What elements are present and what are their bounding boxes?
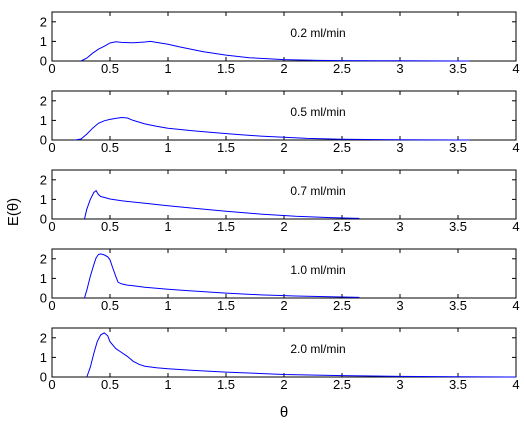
panel-5-x-tick-label: 0.5 [101,377,119,392]
panel-1-flow-rate-label: 0.2 ml/min [290,26,345,40]
panel-1-y-tick-label: 0 [40,54,47,69]
panel-1-x-tick-label: 3.5 [449,61,467,76]
panel-3-x-tick-label: 2 [280,219,287,234]
panel-3-x-tick-label: 3 [396,219,403,234]
panel-4-x-tick-label: 0 [48,298,55,313]
panel-3-x-tick-label: 2.5 [333,219,351,234]
panel-4-y-tick-label: 0 [40,291,47,306]
y-axis-label: E(θ) [5,198,22,226]
panel-2-x-tick-label: 1 [164,140,171,155]
panel-5-y-tick-label: 2 [40,330,47,345]
panel-3-x-tick-label: 3.5 [449,219,467,234]
panel-5-flow-rate-label: 2.0 ml/min [290,342,345,356]
panel-5-x-tick-label: 2 [280,377,287,392]
panel-1-x-tick-label: 1.5 [217,61,235,76]
panel-5-x-tick-label: 4 [512,377,519,392]
panel-5-y-tick-label: 1 [40,350,47,365]
panel-3-x-tick-label: 0 [48,219,55,234]
panel-1-x-tick-label: 2.5 [333,61,351,76]
panel-1-y-tick-label: 1 [40,34,47,49]
panel-1-x-tick-label: 4 [512,61,519,76]
panel-4-y-tick-label: 1 [40,271,47,286]
x-axis-label: θ [280,404,288,421]
panel-4-x-tick-label: 0.5 [101,298,119,313]
panel-5-series-line [86,332,517,378]
panel-2-y-tick-label: 1 [40,113,47,128]
panel-3-x-tick-label: 4 [512,219,519,234]
panel-2-x-tick-label: 3 [396,140,403,155]
panel-2-x-tick-label: 2.5 [333,140,351,155]
panel-4-series-line [84,253,360,299]
panel-3-y-tick-label: 2 [40,172,47,187]
panel-2-x-tick-label: 0.5 [101,140,119,155]
panel-1-x-tick-label: 0.5 [101,61,119,76]
panel-3-flow-rate-label: 0.7 ml/min [290,184,345,198]
panel-5-x-tick-label: 1.5 [217,377,235,392]
panel-4-y-tick-label: 2 [40,251,47,266]
panel-4-x-tick-label: 3.5 [449,298,467,313]
panel-1-x-tick-label: 1 [164,61,171,76]
panel-3-x-tick-label: 1 [164,219,171,234]
panel-3-series-line [84,189,360,220]
panel-2-y-tick-label: 0 [40,133,47,148]
panel-5-x-tick-label: 0 [48,377,55,392]
panel-1-series-line [80,40,470,62]
panel-5-x-tick-label: 1 [164,377,171,392]
panel-4-axes-box [51,248,517,299]
panel-4-x-tick-label: 2.5 [333,298,351,313]
panel-2-x-tick-label: 2 [280,140,287,155]
panel-4-x-tick-label: 3 [396,298,403,313]
panel-5-y-tick-label: 0 [40,370,47,385]
panel-2-x-tick-label: 0 [48,140,55,155]
panel-1-x-tick-label: 0 [48,61,55,76]
panel-2-y-tick-label: 2 [40,93,47,108]
panel-3-y-tick-label: 0 [40,212,47,227]
panel-4-x-tick-label: 1 [164,298,171,313]
panel-3-x-tick-label: 1.5 [217,219,235,234]
panel-5-x-tick-label: 3.5 [449,377,467,392]
panel-5-x-tick-label: 2.5 [333,377,351,392]
panel-1-x-tick-label: 3 [396,61,403,76]
panel-4-x-tick-label: 4 [512,298,519,313]
panel-3-y-tick-label: 1 [40,192,47,207]
panel-5-x-tick-label: 3 [396,377,403,392]
panel-3-x-tick-label: 0.5 [101,219,119,234]
panel-2-axes-box [51,90,517,141]
panel-2-x-tick-label: 1.5 [217,140,235,155]
panel-1-y-tick-label: 2 [40,14,47,29]
panel-1-axes-box [51,11,517,62]
panel-2-series-line [75,116,470,141]
panel-1-x-tick-label: 2 [280,61,287,76]
panel-3-axes-box [51,169,517,220]
panel-4-flow-rate-label: 1.0 ml/min [290,263,345,277]
panel-2-x-tick-label: 3.5 [449,140,467,155]
panel-2-flow-rate-label: 0.5 ml/min [290,105,345,119]
panel-2-x-tick-label: 4 [512,140,519,155]
panel-4-x-tick-label: 1.5 [217,298,235,313]
panel-4-x-tick-label: 2 [280,298,287,313]
panel-5-axes-box [51,327,517,378]
